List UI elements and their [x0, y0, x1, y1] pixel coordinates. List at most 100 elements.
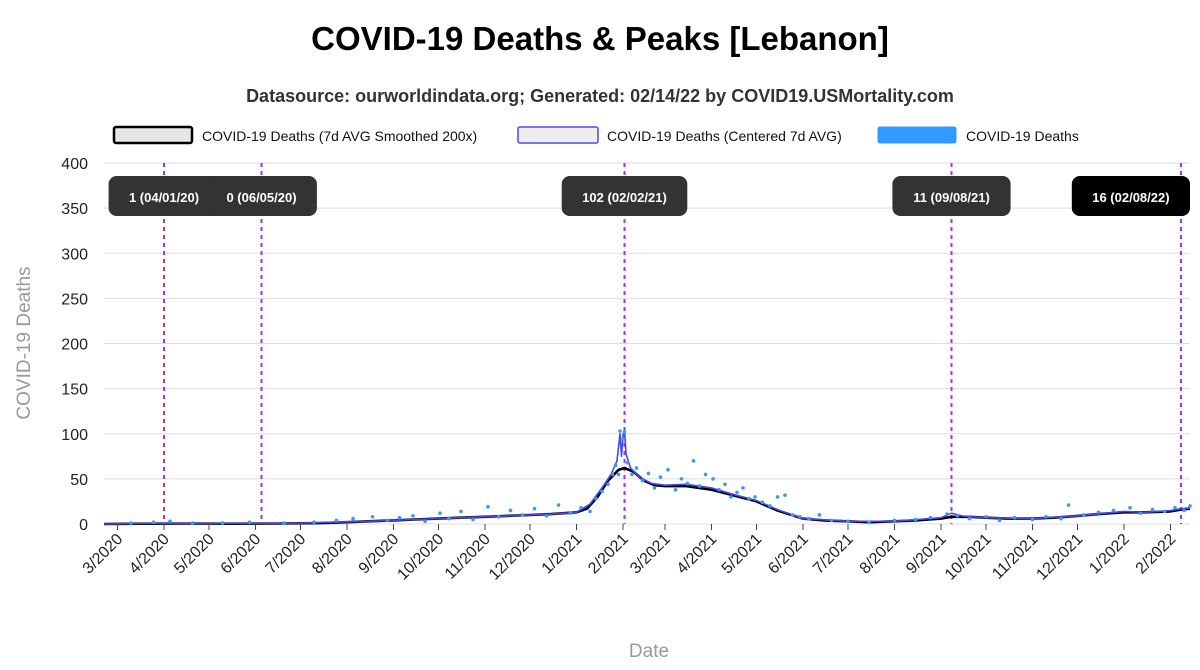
data-point	[955, 514, 960, 518]
x-tick-label: 1/2022	[1086, 531, 1133, 578]
data-point	[775, 495, 780, 499]
data-point	[423, 519, 427, 524]
x-tick-label: 2/2022	[1133, 531, 1180, 578]
data-point	[625, 460, 630, 465]
chart-title: COVID-19 Deaths & Peaks [Lebanon]	[311, 20, 889, 57]
peak-label: 0 (06/05/20)	[226, 190, 296, 205]
data-point	[606, 482, 610, 487]
data-point	[532, 506, 537, 511]
data-point	[630, 472, 634, 477]
data-point	[1128, 505, 1132, 510]
data-point	[711, 477, 715, 481]
data-point	[544, 514, 549, 518]
data-point	[867, 520, 871, 524]
data-point	[817, 513, 822, 517]
data-point	[370, 514, 375, 519]
data-point	[829, 518, 834, 523]
x-tick-label: 8/2021	[857, 531, 904, 578]
legend-swatch	[112, 125, 194, 145]
data-point	[760, 500, 765, 505]
x-tick-label: 10/2020	[394, 531, 447, 584]
y-tick-label: 100	[61, 427, 88, 444]
x-tick-label: 12/2020	[486, 531, 539, 584]
legend-label: COVID-19 Deaths (Centered 7d AVG)	[607, 128, 842, 144]
data-point	[1030, 517, 1035, 522]
data-point	[666, 468, 670, 472]
y-tick-label: 200	[61, 337, 88, 354]
data-point	[610, 472, 615, 477]
data-point	[1138, 511, 1143, 515]
legend-swatch	[517, 126, 599, 144]
data-point	[984, 514, 988, 519]
y-tick-label: 150	[61, 382, 88, 399]
x-tick-label: 10/2021	[942, 531, 995, 584]
data-point	[846, 519, 850, 524]
data-point	[945, 512, 949, 516]
chart-subtitle: Datasource: ourworldindata.org; Generate…	[246, 86, 954, 106]
peak-label-box	[892, 176, 1011, 216]
data-point	[1182, 508, 1186, 513]
y-axis-title: COVID-19 Deaths	[14, 266, 35, 419]
data-point	[997, 518, 1002, 523]
data-point	[459, 509, 463, 514]
peak-label: 1 (04/01/20)	[129, 190, 199, 205]
data-point	[397, 515, 402, 520]
data-point	[658, 475, 663, 479]
x-tick-label: 12/2021	[1033, 531, 1086, 584]
data-point	[768, 504, 772, 508]
data-point	[1111, 508, 1116, 513]
data-point	[747, 496, 751, 501]
data-point	[151, 520, 156, 524]
data-point	[1150, 507, 1155, 512]
data-point	[1066, 503, 1071, 507]
data-point	[622, 430, 627, 434]
x-tick-label: 5/2020	[171, 531, 218, 578]
data-point	[1059, 516, 1063, 521]
data-point	[520, 513, 525, 517]
data-point	[697, 484, 702, 488]
data-point	[685, 481, 690, 486]
grid-layer	[104, 162, 1190, 525]
x-tick-label: 1/2021	[539, 531, 586, 578]
peak-label: 11 (09/08/21)	[913, 190, 990, 205]
legend-swatch	[877, 126, 957, 144]
series-layer	[103, 428, 1192, 526]
data-point	[411, 514, 415, 518]
data-point	[600, 489, 604, 494]
data-point	[790, 513, 795, 517]
data-point	[1081, 513, 1086, 517]
legend-label: COVID-19 Deaths (7d AVG Smoothed 200x)	[202, 128, 477, 144]
peak-label: 16 (02/08/22)	[1092, 190, 1169, 205]
x-tick-label: 11/2021	[989, 531, 1041, 583]
data-point	[741, 486, 745, 490]
data-point	[447, 516, 451, 521]
peak-label-box	[1071, 176, 1190, 216]
data-point	[568, 511, 573, 515]
peak-label-box	[206, 176, 317, 216]
data-point	[486, 505, 490, 509]
data-point	[928, 515, 933, 520]
data-point	[312, 520, 316, 524]
data-point	[717, 487, 721, 492]
data-point	[646, 471, 651, 476]
data-point	[613, 463, 618, 468]
data-point	[438, 511, 442, 515]
x-tick-label: 11/2020	[442, 531, 494, 583]
peak-labels: 1 (04/01/20) 0 (06/05/20) 102 (02/02/21) 11…	[108, 176, 1190, 216]
data-point	[679, 477, 684, 481]
data-point	[508, 508, 513, 513]
x-tick-label: 8/2020	[309, 531, 356, 578]
data-point	[220, 521, 225, 525]
x-tick-label: 7/2020	[263, 531, 310, 578]
peak-label-box	[108, 176, 220, 216]
data-point	[892, 518, 897, 523]
data-point	[798, 514, 802, 519]
data-point	[967, 516, 972, 521]
data-point	[807, 516, 811, 521]
data-point	[579, 505, 583, 510]
y-tick-label: 300	[61, 246, 88, 263]
x-tick-label: 7/2021	[810, 531, 857, 578]
data-point	[735, 490, 739, 495]
x-tick-label: 4/2020	[126, 531, 173, 578]
